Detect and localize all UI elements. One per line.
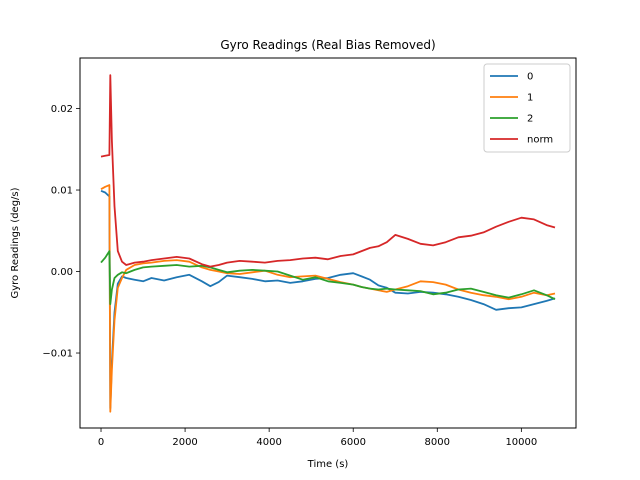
y-tick-label: 0.02 [51,104,73,115]
legend-label-0: 0 [527,72,533,83]
x-tick-label: 6000 [340,437,365,448]
x-axis-ticks: 0 2000 4000 6000 8000 10000 [98,428,537,448]
series-line-2 [100,250,556,305]
y-axis-ticks: −0.01 0.00 0.01 0.02 [42,104,80,360]
legend-box [483,63,571,153]
y-axis-label: Gyro Readings (deg/s) [10,187,21,298]
y-tick-label: −0.01 [42,349,73,360]
x-tick-label: 2000 [172,437,197,448]
legend-label-norm: norm [527,135,553,146]
x-axis-label: Time (s) [307,459,349,470]
x-tick-label: 10000 [505,437,537,448]
legend: 0 1 2 norm [483,63,571,153]
x-tick-label: 0 [98,437,104,448]
y-tick-label: 0.01 [51,186,73,197]
series-line-norm [100,74,556,268]
x-tick-label: 8000 [425,437,450,448]
x-tick-label: 4000 [256,437,281,448]
plot-frame [79,57,577,429]
chart-title: Gyro Readings (Real Bias Removed) [220,38,435,52]
series-line-0 [100,189,556,410]
legend-label-1: 1 [527,93,533,104]
y-tick-label: 0.00 [51,267,73,278]
plot-lines [100,74,556,413]
legend-label-2: 2 [527,114,533,125]
